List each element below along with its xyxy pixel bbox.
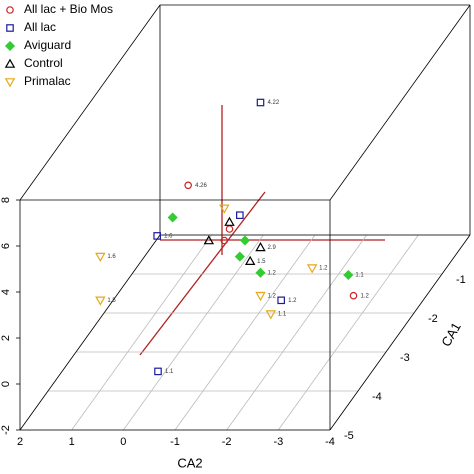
point	[255, 267, 266, 278]
y-tick-label: -5	[344, 430, 354, 442]
legend-label: All lac	[24, 20, 56, 34]
box-edge	[19, 4, 161, 201]
point	[220, 236, 229, 245]
point-label: 1.1	[355, 273, 364, 279]
point-label: 4.26	[195, 183, 207, 189]
point-label: 1.2	[268, 270, 277, 276]
point-label: 1.1	[278, 312, 287, 318]
point	[265, 310, 277, 320]
point	[153, 232, 161, 240]
point	[306, 264, 318, 274]
point-label: 2.9	[268, 245, 277, 251]
grid-line	[71, 234, 212, 431]
x-tick-label: 1	[69, 436, 75, 448]
grid-line	[278, 234, 419, 431]
point	[236, 211, 244, 220]
point	[244, 255, 256, 265]
point	[256, 98, 265, 107]
z-tick-label: 6	[0, 243, 12, 249]
y-tick-label: -3	[400, 352, 410, 364]
x-tick-label: 2	[17, 436, 23, 448]
point	[4, 78, 16, 88]
point	[6, 24, 14, 32]
grid-line	[174, 234, 316, 431]
point-label: 1.5	[257, 259, 266, 265]
point	[277, 296, 285, 305]
y-axis-title: CA1	[438, 320, 464, 349]
point	[219, 204, 230, 214]
point	[343, 269, 354, 281]
point-label: 1.6	[107, 254, 116, 260]
legend-label: All lac + Bio Mos	[24, 2, 113, 16]
box-edge	[329, 4, 471, 201]
x-tick-label: -4	[325, 436, 335, 448]
point	[255, 291, 266, 302]
point	[184, 181, 192, 190]
point	[95, 296, 106, 306]
z-tick-label: -2	[0, 425, 12, 435]
point-label: 4.22	[268, 100, 280, 106]
point	[224, 216, 235, 226]
point-label: 1.2	[288, 298, 297, 304]
y-tick-label: -4	[372, 391, 382, 403]
point-label: 1.1	[165, 369, 174, 375]
x-tick-label: -3	[273, 436, 283, 448]
axis-cross	[139, 191, 266, 356]
point	[255, 241, 266, 252]
z-tick-label: 2	[0, 335, 12, 341]
y-tick-label: -2	[428, 313, 438, 325]
point	[154, 367, 162, 376]
point	[167, 212, 178, 223]
legend-label: Primalac	[24, 74, 71, 88]
x-tick-label: 0	[120, 436, 126, 448]
point-label: 1.2	[319, 266, 328, 272]
x-tick-label: -2	[222, 436, 232, 448]
point	[4, 40, 16, 52]
legend-label: Control	[24, 56, 63, 70]
z-tick-label: 4	[0, 289, 12, 295]
point	[225, 225, 234, 233]
x-axis-title: CA2	[177, 455, 202, 470]
grid-line	[226, 234, 367, 431]
point-label: 1.5	[107, 298, 116, 304]
y-tick-label: -1	[456, 274, 466, 286]
grid-line	[123, 234, 264, 431]
box-edge	[19, 234, 161, 431]
x-tick-label: -1	[170, 436, 180, 448]
point	[239, 235, 251, 246]
point-label: 1.2	[361, 293, 370, 299]
point	[6, 6, 14, 14]
z-tick-label: 0	[0, 381, 12, 387]
point	[203, 235, 215, 245]
box-edge	[329, 234, 471, 431]
point	[349, 291, 358, 300]
point	[4, 58, 16, 68]
point-label: 1.2	[268, 293, 277, 299]
z-tick-label: 8	[0, 197, 12, 203]
point-label: 1.6	[164, 233, 173, 239]
legend-label: Aviguard	[24, 38, 71, 52]
point	[95, 252, 106, 263]
point	[234, 251, 245, 262]
